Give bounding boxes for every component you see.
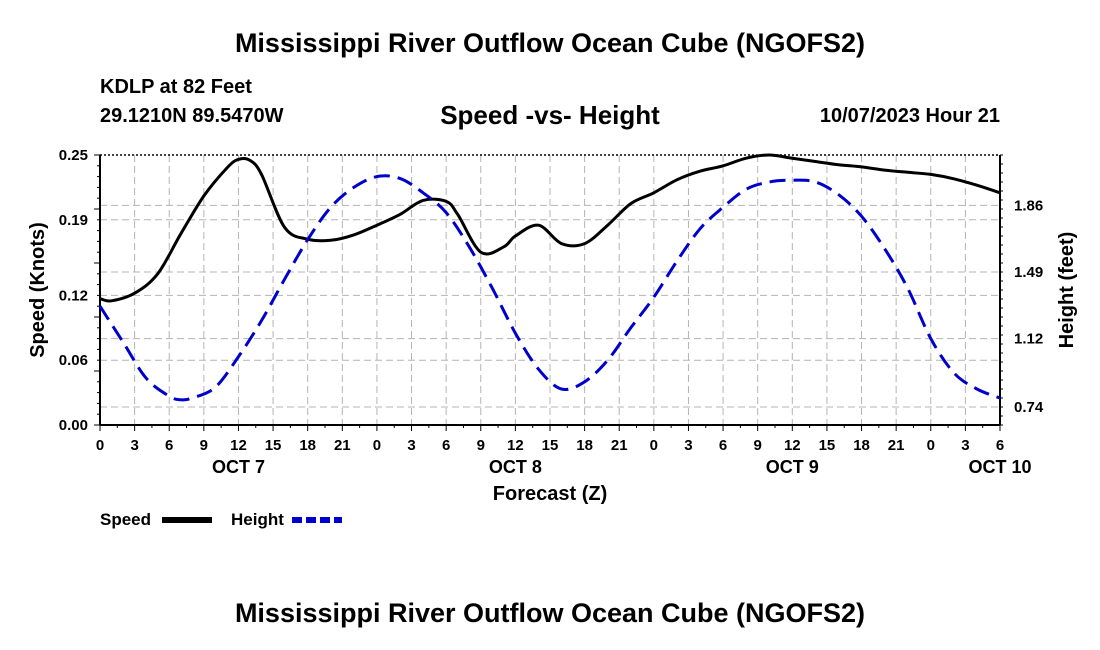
bottom-title: Mississippi River Outflow Ocean Cube (NG…	[234, 598, 866, 628]
x-tick-label: 18	[299, 437, 316, 454]
x-tick-label: 21	[888, 437, 905, 454]
x-tick-label: 21	[611, 437, 628, 454]
series-line-height	[98, 174, 1001, 402]
x-tick-label: 15	[819, 437, 836, 454]
y-right-tick-label: 1.12	[1014, 331, 1043, 348]
x-axis-title: Forecast (Z)	[493, 483, 607, 505]
x-tick-label: 3	[961, 437, 969, 454]
legend-label-height: Height	[231, 510, 284, 529]
y-right-axis-title: Height (feet)	[1056, 232, 1078, 349]
x-tick-label: 6	[165, 437, 173, 454]
station-label: KDLP at 82 Feet	[100, 76, 252, 98]
y-left-axis-title: Speed (Knots)	[27, 222, 49, 358]
x-tick-label: 15	[542, 437, 559, 454]
series-layer	[98, 153, 1001, 402]
x-day-label: OCT 9	[766, 457, 819, 477]
x-tick-label: 3	[130, 437, 138, 454]
y-left-tick-label: 0.12	[59, 287, 88, 304]
axes: 0.00 0.06 0.12 0.19 0.25 0.74 1.12 1.49 1.86 0 3 6 9…	[27, 147, 1078, 505]
x-tick-label: 12	[784, 437, 801, 454]
y-right-tick-label: 1.86	[1014, 197, 1043, 214]
x-tick-label: 9	[200, 437, 208, 454]
y-left-tick-label: 0.25	[59, 147, 88, 164]
x-tick-label: 18	[576, 437, 593, 454]
x-day-label: OCT 8	[489, 457, 542, 477]
x-tick-label: 6	[996, 437, 1004, 454]
x-tick-label: 3	[684, 437, 692, 454]
x-tick-label: 12	[230, 437, 247, 454]
x-tick-label: 9	[754, 437, 762, 454]
x-tick-label: 0	[650, 437, 658, 454]
x-tick-label: 6	[719, 437, 727, 454]
x-tick-label: 6	[442, 437, 450, 454]
series-line-speed	[99, 153, 1001, 303]
station-coordinates: 29.1210N 89.5470W	[100, 105, 284, 127]
legend: Speed Height	[100, 510, 342, 529]
y-left-tick-label: 0.19	[59, 212, 88, 229]
x-tick-label: 0	[96, 437, 104, 454]
chart-subtitle: Speed -vs- Height	[440, 100, 660, 130]
legend-label-speed: Speed	[100, 510, 151, 529]
x-day-label: OCT 7	[212, 457, 265, 477]
x-tick-label: 9	[477, 437, 485, 454]
x-tick-label: 12	[507, 437, 524, 454]
speed-height-chart: 0.00 0.06 0.12 0.19 0.25 0.74 1.12 1.49 1.86 0 3 6 9…	[27, 147, 1078, 529]
page-title: Mississippi River Outflow Ocean Cube (NG…	[234, 28, 866, 58]
x-tick-label: 3	[407, 437, 415, 454]
y-left-tick-label: 0.06	[59, 352, 88, 369]
x-tick-label: 21	[334, 437, 351, 454]
x-tick-label: 18	[853, 437, 870, 454]
grid	[100, 155, 1000, 425]
x-tick-label: 0	[927, 437, 935, 454]
y-right-tick-label: 0.74	[1014, 399, 1044, 416]
y-left-tick-label: 0.00	[59, 417, 88, 434]
x-day-label: OCT 10	[968, 457, 1031, 477]
forecast-timestamp: 10/07/2023 Hour 21	[819, 105, 1000, 127]
y-right-tick-label: 1.49	[1014, 264, 1043, 281]
x-tick-label: 15	[265, 437, 282, 454]
x-tick-label: 0	[373, 437, 381, 454]
